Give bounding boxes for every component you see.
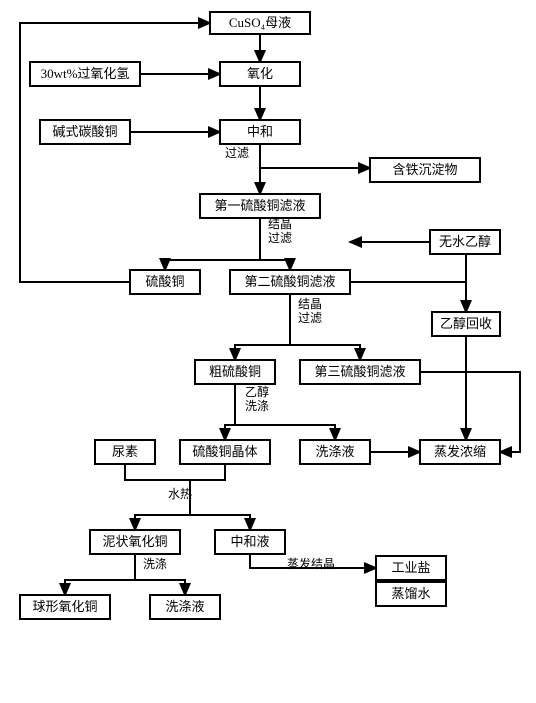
- node-label: 中和: [247, 124, 273, 139]
- flow-arrow: [135, 580, 185, 595]
- flow-arrow: [125, 464, 190, 480]
- node-sphere_cuo: 球形氧化铜: [20, 595, 110, 619]
- node-label: 工业盐: [391, 560, 430, 575]
- edge-label-cryst2a: 结晶: [298, 297, 322, 311]
- node-label: 蒸发浓缩: [434, 444, 486, 459]
- node-label: 蒸馏水: [391, 586, 430, 601]
- node-eth_recy: 乙醇回收: [432, 312, 500, 336]
- node-label: 硫酸铜: [145, 274, 184, 289]
- node-filtrate3: 第三硫酸铜滤液: [300, 360, 420, 384]
- flowchart-canvas: CuSO₄母液 30wt%过氧化氢 氧化碱式碳酸铜 中和含铁沉淀物第一硫酸铜滤液无水乙…: [0, 0, 536, 703]
- node-ind_salt: 工业盐: [376, 556, 446, 580]
- node-label: 硫酸铜晶体: [192, 444, 257, 459]
- node-urea: 尿素: [95, 440, 155, 464]
- flow-arrow: [350, 282, 466, 312]
- flow-arrow: [190, 464, 225, 480]
- node-dist_water: 蒸馏水: [376, 582, 446, 606]
- edge-label-evap_cry: 蒸发结晶: [287, 556, 335, 571]
- node-label: 泥状氧化铜: [102, 534, 167, 549]
- edge-label-wash3: 洗涤: [143, 557, 167, 571]
- node-fe_precip: 含铁沉淀物: [370, 158, 480, 182]
- node-crystal: 硫酸铜晶体: [180, 440, 270, 464]
- edge-label-cryst1b: 过滤: [268, 231, 292, 245]
- node-anh_eth: 无水乙醇: [430, 230, 500, 254]
- edge-label-filter1: 过滤: [225, 146, 249, 160]
- flow-arrow: [165, 260, 260, 270]
- node-h2o2: 30wt%过氧化氢: [30, 62, 140, 86]
- node-label: 粗硫酸铜: [209, 364, 261, 379]
- edge-label-cryst2b: 过滤: [298, 311, 322, 325]
- flow-arrow: [190, 515, 250, 530]
- node-crude: 粗硫酸铜: [195, 360, 275, 384]
- node-oxidize: 氧化: [220, 62, 300, 86]
- node-label: 第二硫酸铜滤液: [244, 274, 335, 289]
- edge-label-cryst1a: 结晶: [268, 217, 292, 231]
- node-label: 无水乙醇: [439, 234, 491, 249]
- node-cuso4: 硫酸铜: [130, 270, 200, 294]
- node-label: 第三硫酸铜滤液: [314, 364, 405, 379]
- node-wash_liq2: 洗涤液: [150, 595, 220, 619]
- node-label: 尿素: [112, 444, 138, 459]
- node-mud_cuo: 泥状氧化铜: [90, 530, 180, 554]
- node-basic_cu: 碱式碳酸铜: [40, 120, 130, 144]
- edges-layer: [20, 23, 520, 595]
- node-filtrate1: 第一硫酸铜滤液: [200, 194, 320, 218]
- node-label: 洗涤液: [165, 599, 204, 614]
- flow-arrow: [235, 294, 290, 360]
- node-label: 氧化: [247, 66, 273, 81]
- node-label: 乙醇回收: [440, 316, 492, 331]
- edge-label-hydro: 水热: [168, 487, 192, 501]
- node-neut_liq: 中和液: [215, 530, 285, 554]
- node-wash_liq1: 洗涤液: [300, 440, 370, 464]
- node-neutral1: 中和: [220, 120, 300, 144]
- edge-label-eth_wash2: 洗涤: [245, 399, 269, 413]
- node-label: 碱式碳酸铜: [52, 124, 117, 139]
- flow-arrow: [290, 345, 360, 360]
- node-label: CuSO₄母液: [229, 15, 291, 30]
- flow-arrow: [65, 554, 135, 595]
- flow-arrow: [235, 425, 335, 440]
- node-label: 中和液: [230, 534, 269, 549]
- node-filtrate2: 第二硫酸铜滤液: [230, 270, 350, 294]
- flow-arrow: [225, 384, 235, 440]
- node-label: 球形氧化铜: [32, 599, 97, 614]
- node-evap_conc: 蒸发浓缩: [420, 440, 500, 464]
- edge-label-eth_wash1: 乙醇: [245, 384, 269, 399]
- node-label: 含铁沉淀物: [392, 162, 457, 177]
- node-label: 30wt%过氧化氢: [41, 66, 130, 81]
- node-label: 洗涤液: [315, 444, 354, 459]
- node-label: 第一硫酸铜滤液: [214, 198, 305, 213]
- node-mother: CuSO₄母液: [210, 12, 310, 34]
